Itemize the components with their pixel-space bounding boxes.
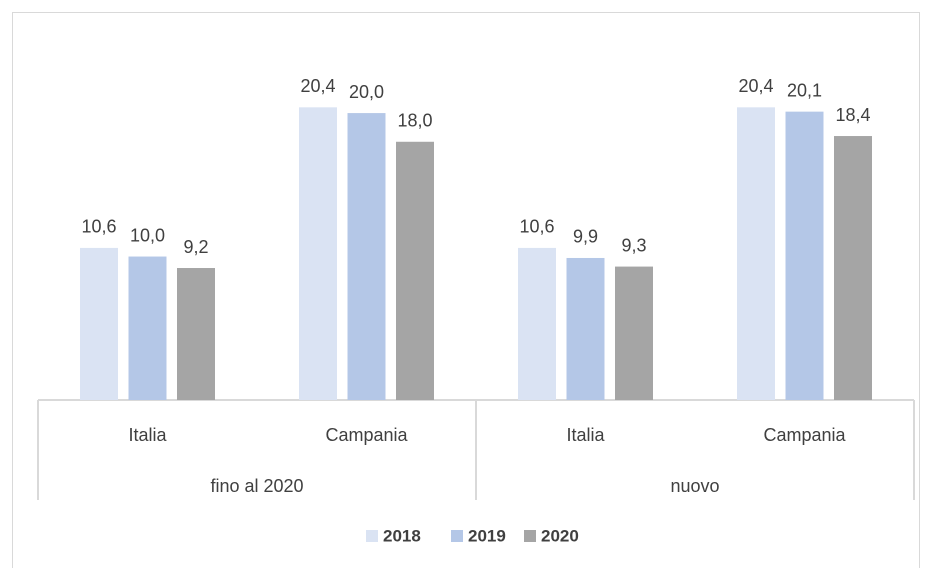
legend-label: 2018 bbox=[383, 526, 421, 545]
legend-swatch bbox=[366, 530, 378, 542]
bar bbox=[396, 141, 434, 400]
bar bbox=[566, 257, 605, 400]
data-label: 18,4 bbox=[835, 105, 870, 125]
legend-label: 2019 bbox=[468, 526, 506, 545]
data-label: 9,2 bbox=[183, 237, 208, 257]
data-label: 20,4 bbox=[738, 76, 773, 96]
legend-swatch bbox=[451, 530, 463, 542]
data-label: 10,0 bbox=[130, 225, 165, 245]
data-label: 20,4 bbox=[300, 76, 335, 96]
bar bbox=[177, 268, 215, 400]
x-tick-label: Italia bbox=[128, 425, 167, 445]
bar bbox=[299, 107, 337, 401]
data-label: 10,6 bbox=[519, 217, 554, 237]
bar bbox=[518, 247, 556, 400]
data-label: 10,6 bbox=[81, 217, 116, 237]
bar bbox=[615, 266, 653, 400]
data-label: 9,3 bbox=[621, 235, 646, 255]
bar bbox=[347, 113, 386, 400]
x-tick-label: Campania bbox=[325, 425, 408, 445]
group-label: fino al 2020 bbox=[210, 476, 303, 496]
x-tick-label: Campania bbox=[763, 425, 846, 445]
bar bbox=[785, 111, 824, 400]
data-label: 18,0 bbox=[397, 111, 432, 131]
group-label: nuovo bbox=[670, 476, 719, 496]
data-label: 20,0 bbox=[349, 82, 384, 102]
bar bbox=[80, 247, 118, 400]
data-label: 9,9 bbox=[573, 227, 598, 247]
bar bbox=[834, 136, 872, 400]
data-label: 20,1 bbox=[787, 80, 822, 100]
bar bbox=[128, 256, 167, 400]
x-tick-label: Italia bbox=[566, 425, 605, 445]
legend-swatch bbox=[524, 530, 536, 542]
legend-label: 2020 bbox=[541, 526, 579, 545]
bar bbox=[737, 107, 775, 401]
